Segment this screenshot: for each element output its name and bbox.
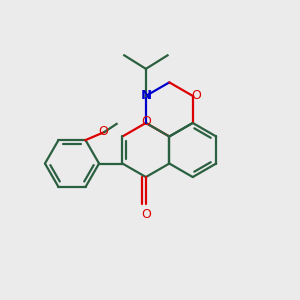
Text: O: O bbox=[191, 89, 201, 102]
Text: O: O bbox=[141, 115, 151, 128]
Text: O: O bbox=[98, 125, 108, 139]
Text: N: N bbox=[140, 89, 152, 102]
Text: O: O bbox=[141, 208, 151, 221]
